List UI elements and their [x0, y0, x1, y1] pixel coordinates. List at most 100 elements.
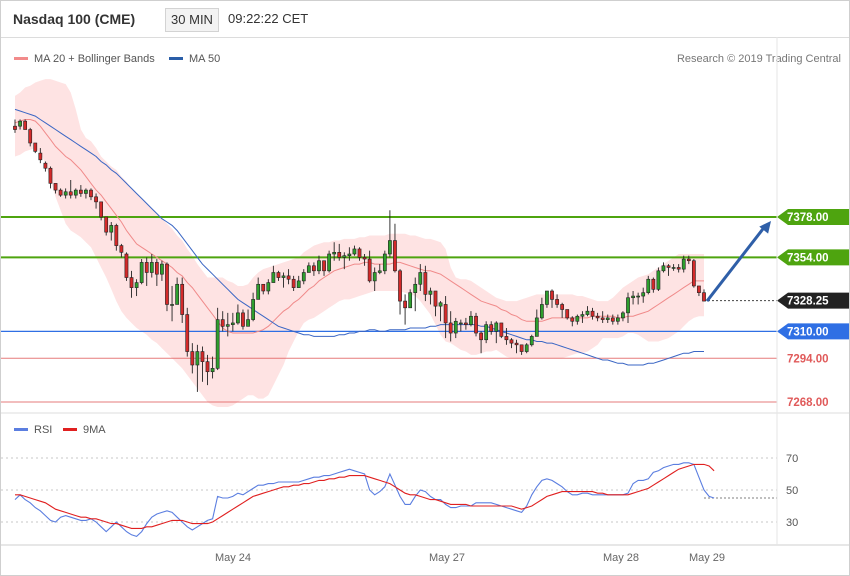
candle: [393, 223, 397, 273]
candle-body-up: [266, 282, 271, 292]
chart-header: Nasdaq 100 (CME) 30 MIN 09:22:22 CET: [1, 1, 849, 38]
candle: [610, 314, 615, 325]
candle: [565, 309, 570, 320]
candle-body-up: [175, 283, 179, 305]
candle: [499, 322, 504, 339]
candlesticks: [13, 119, 706, 392]
candle-body-down: [489, 324, 494, 332]
candle: [94, 193, 98, 209]
candle: [458, 319, 463, 332]
candle-body-up: [413, 283, 418, 293]
candle: [266, 279, 271, 295]
candle: [89, 188, 93, 201]
candle-body-up: [540, 304, 544, 319]
candle: [372, 267, 377, 291]
legend-swatch-9ma: [63, 428, 77, 431]
candle: [428, 287, 433, 305]
candle: [109, 222, 114, 241]
candle: [448, 311, 453, 342]
candle: [585, 306, 590, 317]
candle-body-up: [109, 225, 114, 233]
candle: [144, 257, 149, 286]
candle-body-up: [545, 290, 549, 305]
candle-body-up: [251, 299, 255, 320]
candle: [170, 285, 174, 322]
candle: [691, 259, 696, 288]
candle: [230, 312, 235, 332]
candle-body-down: [144, 262, 149, 273]
candle: [215, 307, 220, 371]
candle-body-up: [671, 267, 676, 269]
candle: [276, 270, 281, 281]
candle: [241, 309, 245, 330]
candle-body-down: [119, 245, 124, 253]
candle: [474, 312, 478, 337]
candle: [651, 277, 656, 293]
candle: [129, 270, 134, 298]
legend-label-ma50: MA 50: [189, 53, 220, 65]
candle-body-up: [134, 282, 139, 288]
candle-body-up: [372, 272, 377, 282]
candle-body-down: [99, 201, 103, 218]
projection-arrow-shaft: [705, 224, 768, 303]
candle: [641, 287, 646, 303]
candle: [545, 290, 549, 308]
candle-body-up: [296, 280, 301, 288]
candle: [281, 272, 286, 288]
candle: [38, 148, 43, 164]
candle-body-up: [149, 262, 154, 273]
candle-body-down: [205, 361, 210, 373]
candle-body-down: [312, 265, 316, 272]
candle: [575, 314, 580, 325]
candle-body-up: [281, 275, 286, 278]
candle: [43, 161, 48, 172]
candle: [418, 264, 423, 291]
candle: [301, 269, 306, 285]
candle-body-down: [393, 240, 397, 272]
candle-body-up: [408, 292, 413, 309]
candle: [53, 183, 58, 194]
candle: [256, 277, 261, 300]
candle: [519, 344, 524, 355]
candle: [484, 321, 489, 344]
candle-body-down: [190, 351, 195, 366]
candle-body-down: [398, 270, 402, 302]
candle: [580, 311, 585, 323]
price-tags: 7378.00 7354.00 7328.25 7310.00 7294.00 7268.…: [777, 209, 849, 409]
candle: [210, 356, 215, 379]
candle-body-up: [453, 320, 458, 334]
candle-body-down: [43, 162, 48, 169]
candle: [195, 344, 200, 392]
level-7310-00-tag: [777, 323, 849, 340]
candle: [377, 264, 382, 275]
candle: [84, 188, 88, 199]
candle: [453, 317, 458, 339]
candle: [479, 331, 483, 354]
candle-body-up: [656, 270, 661, 290]
candle-body-up: [494, 322, 499, 332]
candle: [469, 311, 473, 327]
candle-body-down: [129, 277, 134, 288]
candle-body-up: [580, 314, 585, 317]
candle: [337, 243, 342, 261]
candle-body-down: [185, 314, 190, 352]
candle-body-up: [230, 322, 235, 325]
candle: [621, 311, 625, 322]
candle: [540, 297, 544, 320]
candle: [114, 223, 119, 251]
candle-body-down: [94, 196, 98, 203]
candle: [595, 312, 600, 322]
candle-body-down: [367, 258, 372, 282]
candle-body-down: [676, 267, 681, 270]
candle: [175, 277, 179, 305]
timeframe-button[interactable]: 30 MIN: [165, 8, 219, 32]
candle-body-down: [433, 290, 438, 307]
candle-body-up: [170, 304, 174, 306]
candle: [403, 294, 407, 325]
candle: [509, 338, 514, 349]
candle: [180, 277, 185, 323]
candle: [165, 262, 169, 312]
candle-body-up: [352, 248, 357, 255]
rsi-series: [14, 462, 715, 538]
candle-body-down: [241, 312, 245, 327]
